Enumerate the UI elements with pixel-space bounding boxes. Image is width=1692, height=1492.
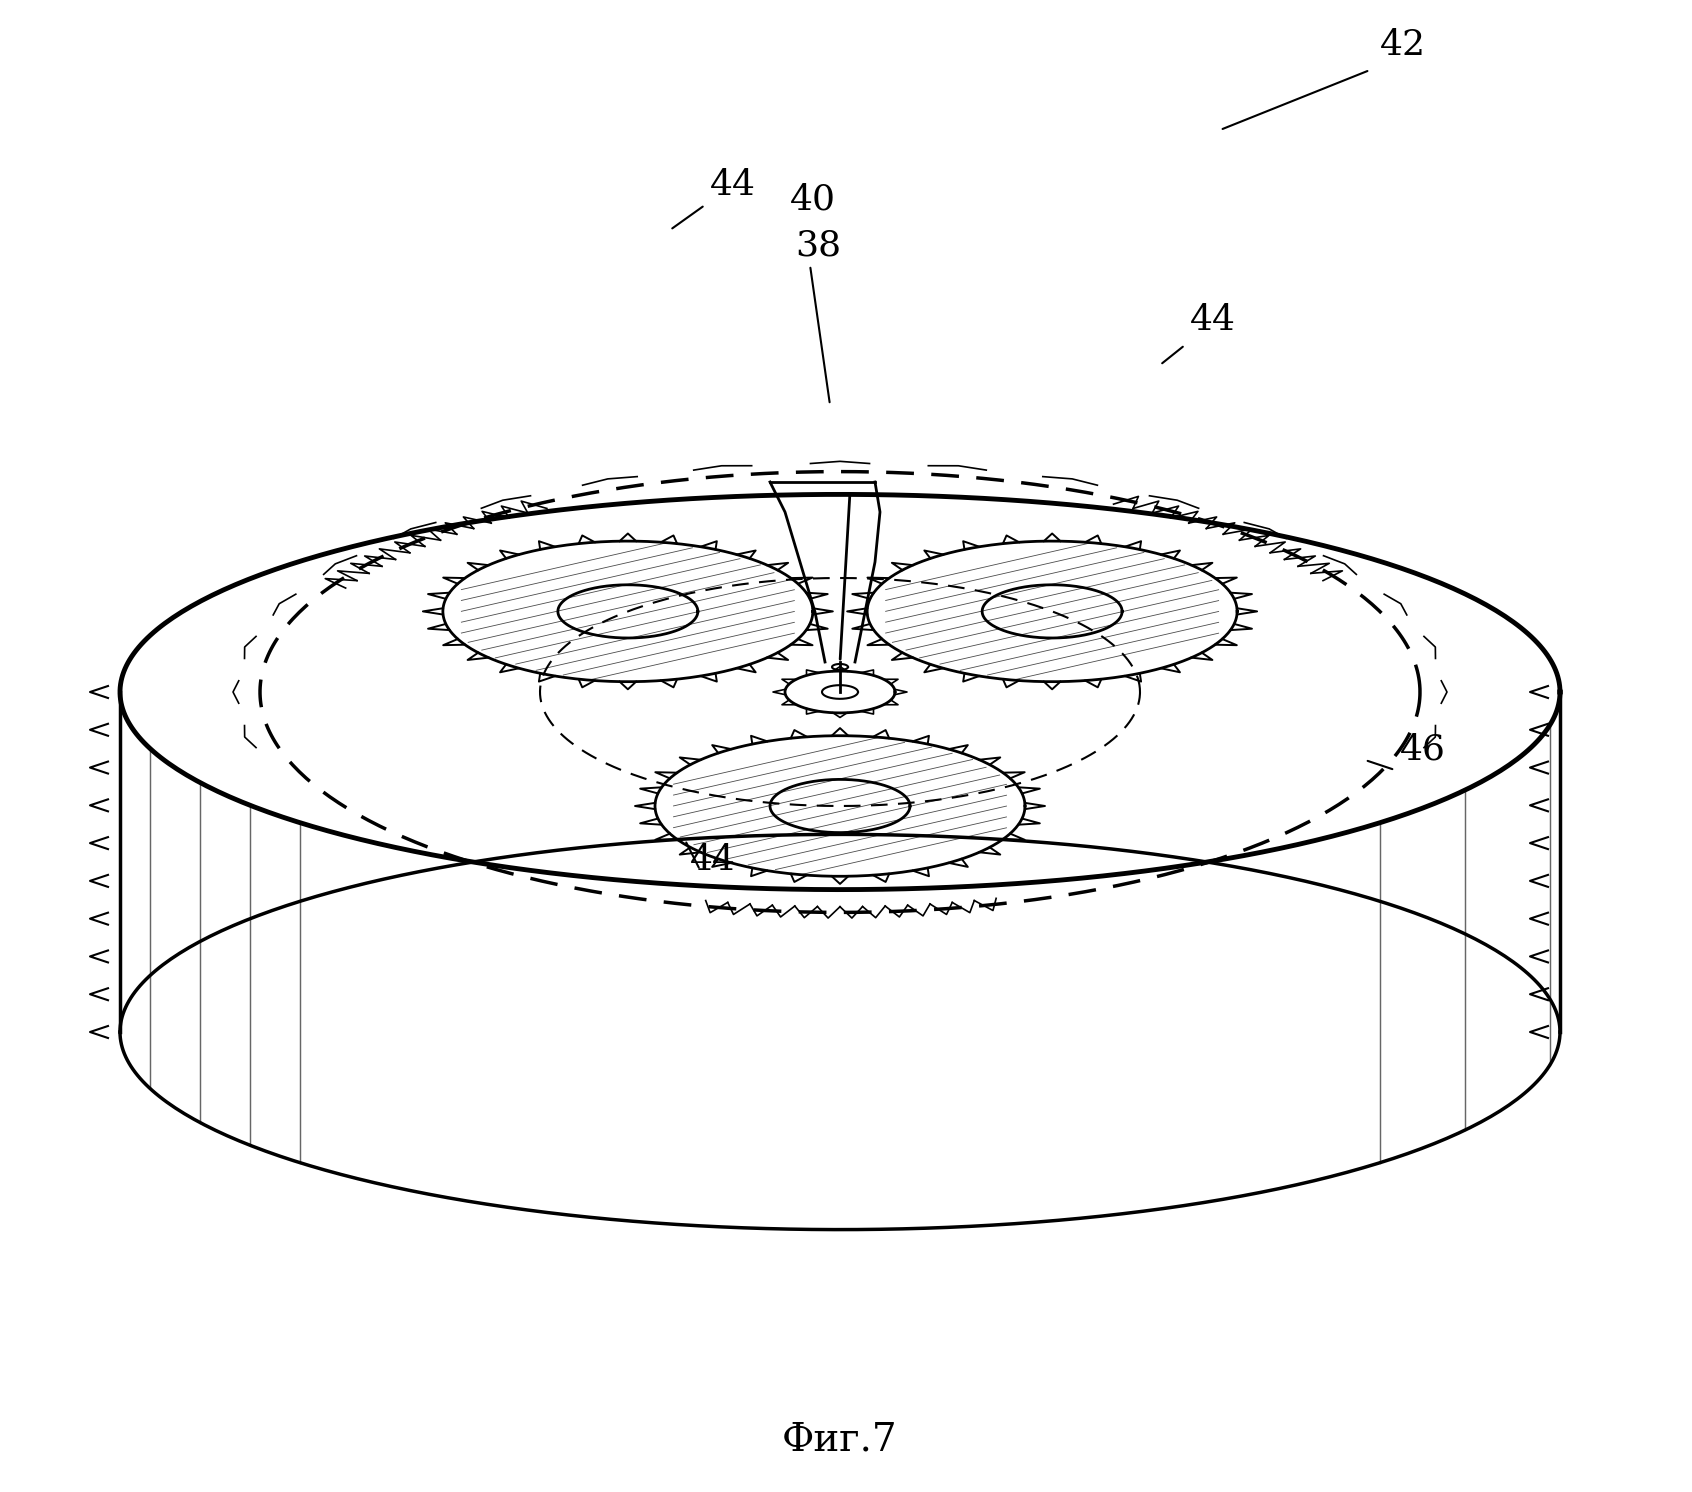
Text: Фиг.7: Фиг.7 bbox=[782, 1422, 898, 1459]
Text: 44: 44 bbox=[690, 843, 736, 877]
Text: 44: 44 bbox=[711, 169, 756, 201]
Text: 38: 38 bbox=[795, 228, 841, 263]
Text: 40: 40 bbox=[790, 184, 836, 216]
Text: 44: 44 bbox=[1189, 303, 1235, 337]
Text: 46: 46 bbox=[1399, 733, 1447, 767]
Text: 42: 42 bbox=[1381, 28, 1426, 63]
